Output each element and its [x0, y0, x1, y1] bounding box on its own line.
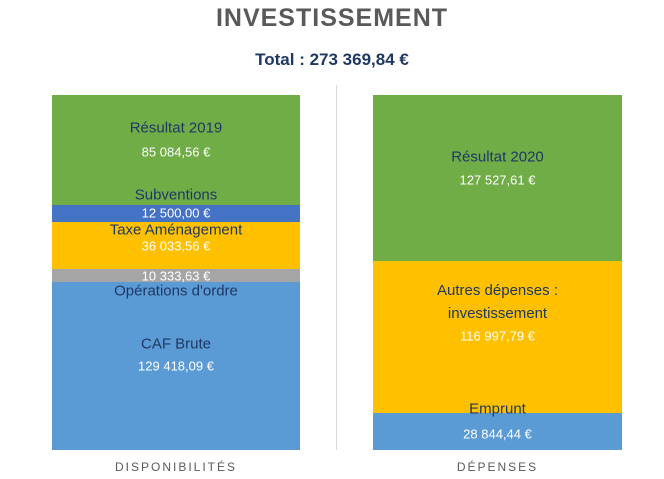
bar-segment — [52, 281, 300, 450]
value-label: 28 844,44 € — [463, 426, 532, 442]
bar-segment — [373, 95, 622, 261]
value-label: 116 997,79 € — [460, 328, 535, 344]
value-label: 129 418,09 € — [138, 358, 214, 374]
bar-segment — [52, 268, 300, 282]
bar-segment — [52, 221, 300, 269]
segment-name: Opérations d'ordre — [114, 282, 238, 300]
chart-subtitle: Total : 273 369,84 € — [255, 50, 409, 69]
value-label: 10 333,63 € — [141, 268, 211, 284]
value-label: 12 500,00 € — [141, 205, 211, 221]
separator — [336, 85, 337, 450]
segment-name: Résultat 2020 — [451, 148, 544, 166]
value-label: 85 084,56 € — [141, 144, 211, 160]
bar-segment — [52, 205, 300, 222]
bar-segment — [52, 95, 300, 206]
segment-name: Subventions — [134, 186, 218, 204]
segment-name: CAF Brute — [140, 335, 212, 353]
x-tick-label: DISPONIBILITÉS — [114, 460, 238, 474]
value-label: 36 033,56 € — [141, 238, 211, 254]
segment-name: Autres dépenses : investissement — [437, 281, 558, 322]
x-tick-label: DÉPENSES — [456, 460, 539, 474]
value-label: 127 527,61 € — [459, 172, 536, 188]
segment-name: Résultat 2019 — [129, 119, 223, 137]
segment-name: Emprunt — [469, 400, 526, 418]
bar-segment — [373, 260, 622, 413]
bar-segment — [373, 412, 622, 450]
chart-title: INVESTISSEMENT — [215, 4, 449, 32]
segment-name: Taxe Aménagement — [109, 221, 243, 239]
